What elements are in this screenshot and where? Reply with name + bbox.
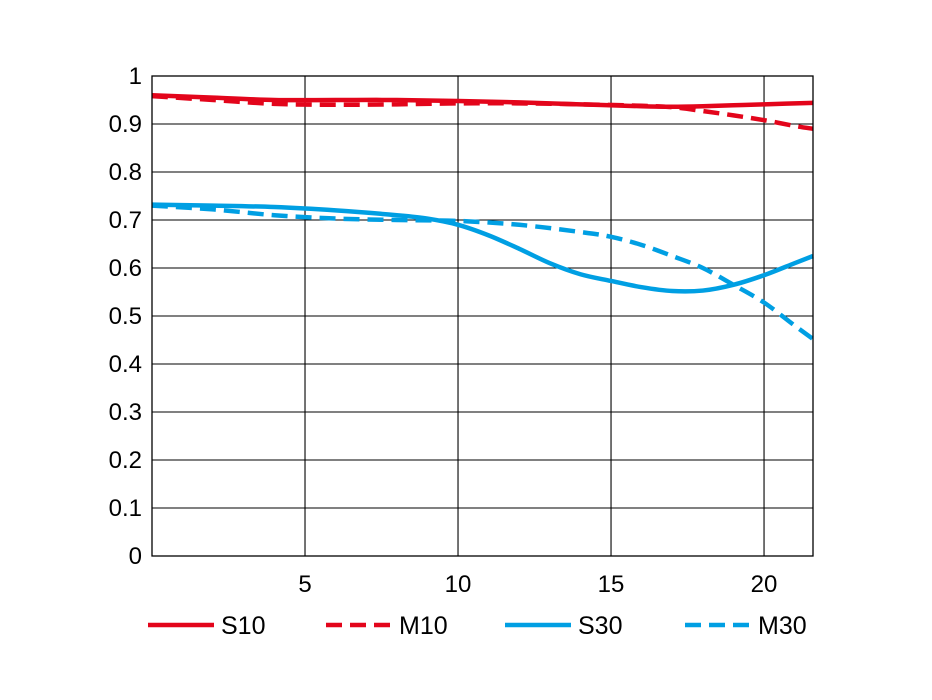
y-tick-label: 0.7	[109, 207, 142, 234]
legend-label-s30: S30	[578, 612, 622, 640]
x-tick-label: 10	[445, 571, 472, 598]
y-tick-label: 0.9	[109, 111, 142, 138]
series-line-s30	[151, 202, 814, 294]
series-lines	[151, 92, 815, 341]
y-tick-label: 0.3	[109, 399, 142, 426]
plot-frame	[151, 75, 814, 557]
y-axis-ticks: 0 0.1 0.2 0.3 0.4 0.5 0.6 0.7 0.8 0.9 1	[109, 63, 142, 570]
legend-label-m10: M10	[399, 612, 448, 640]
legend: S10 M10 S30 M30	[148, 612, 807, 640]
y-tick-label: 0.1	[109, 495, 142, 522]
x-tick-label: 15	[598, 571, 625, 598]
y-tick-label: 0.2	[109, 447, 142, 474]
x-axis-ticks: 5 10 15 20	[298, 571, 777, 598]
y-tick-label: 0.8	[109, 159, 142, 186]
series-line-m30	[151, 203, 815, 341]
grid-lines	[152, 75, 813, 557]
y-tick-label: 0	[129, 543, 142, 570]
x-tick-label: 5	[298, 571, 311, 598]
y-tick-label: 0.4	[109, 351, 142, 378]
x-tick-label: 20	[751, 571, 778, 598]
y-tick-label: 0.6	[109, 255, 142, 282]
y-tick-label: 1	[129, 63, 142, 90]
legend-label-m30: M30	[758, 612, 807, 640]
y-tick-label: 0.5	[109, 303, 142, 330]
series-line-m10	[151, 93, 814, 132]
legend-label-s10: S10	[221, 612, 265, 640]
